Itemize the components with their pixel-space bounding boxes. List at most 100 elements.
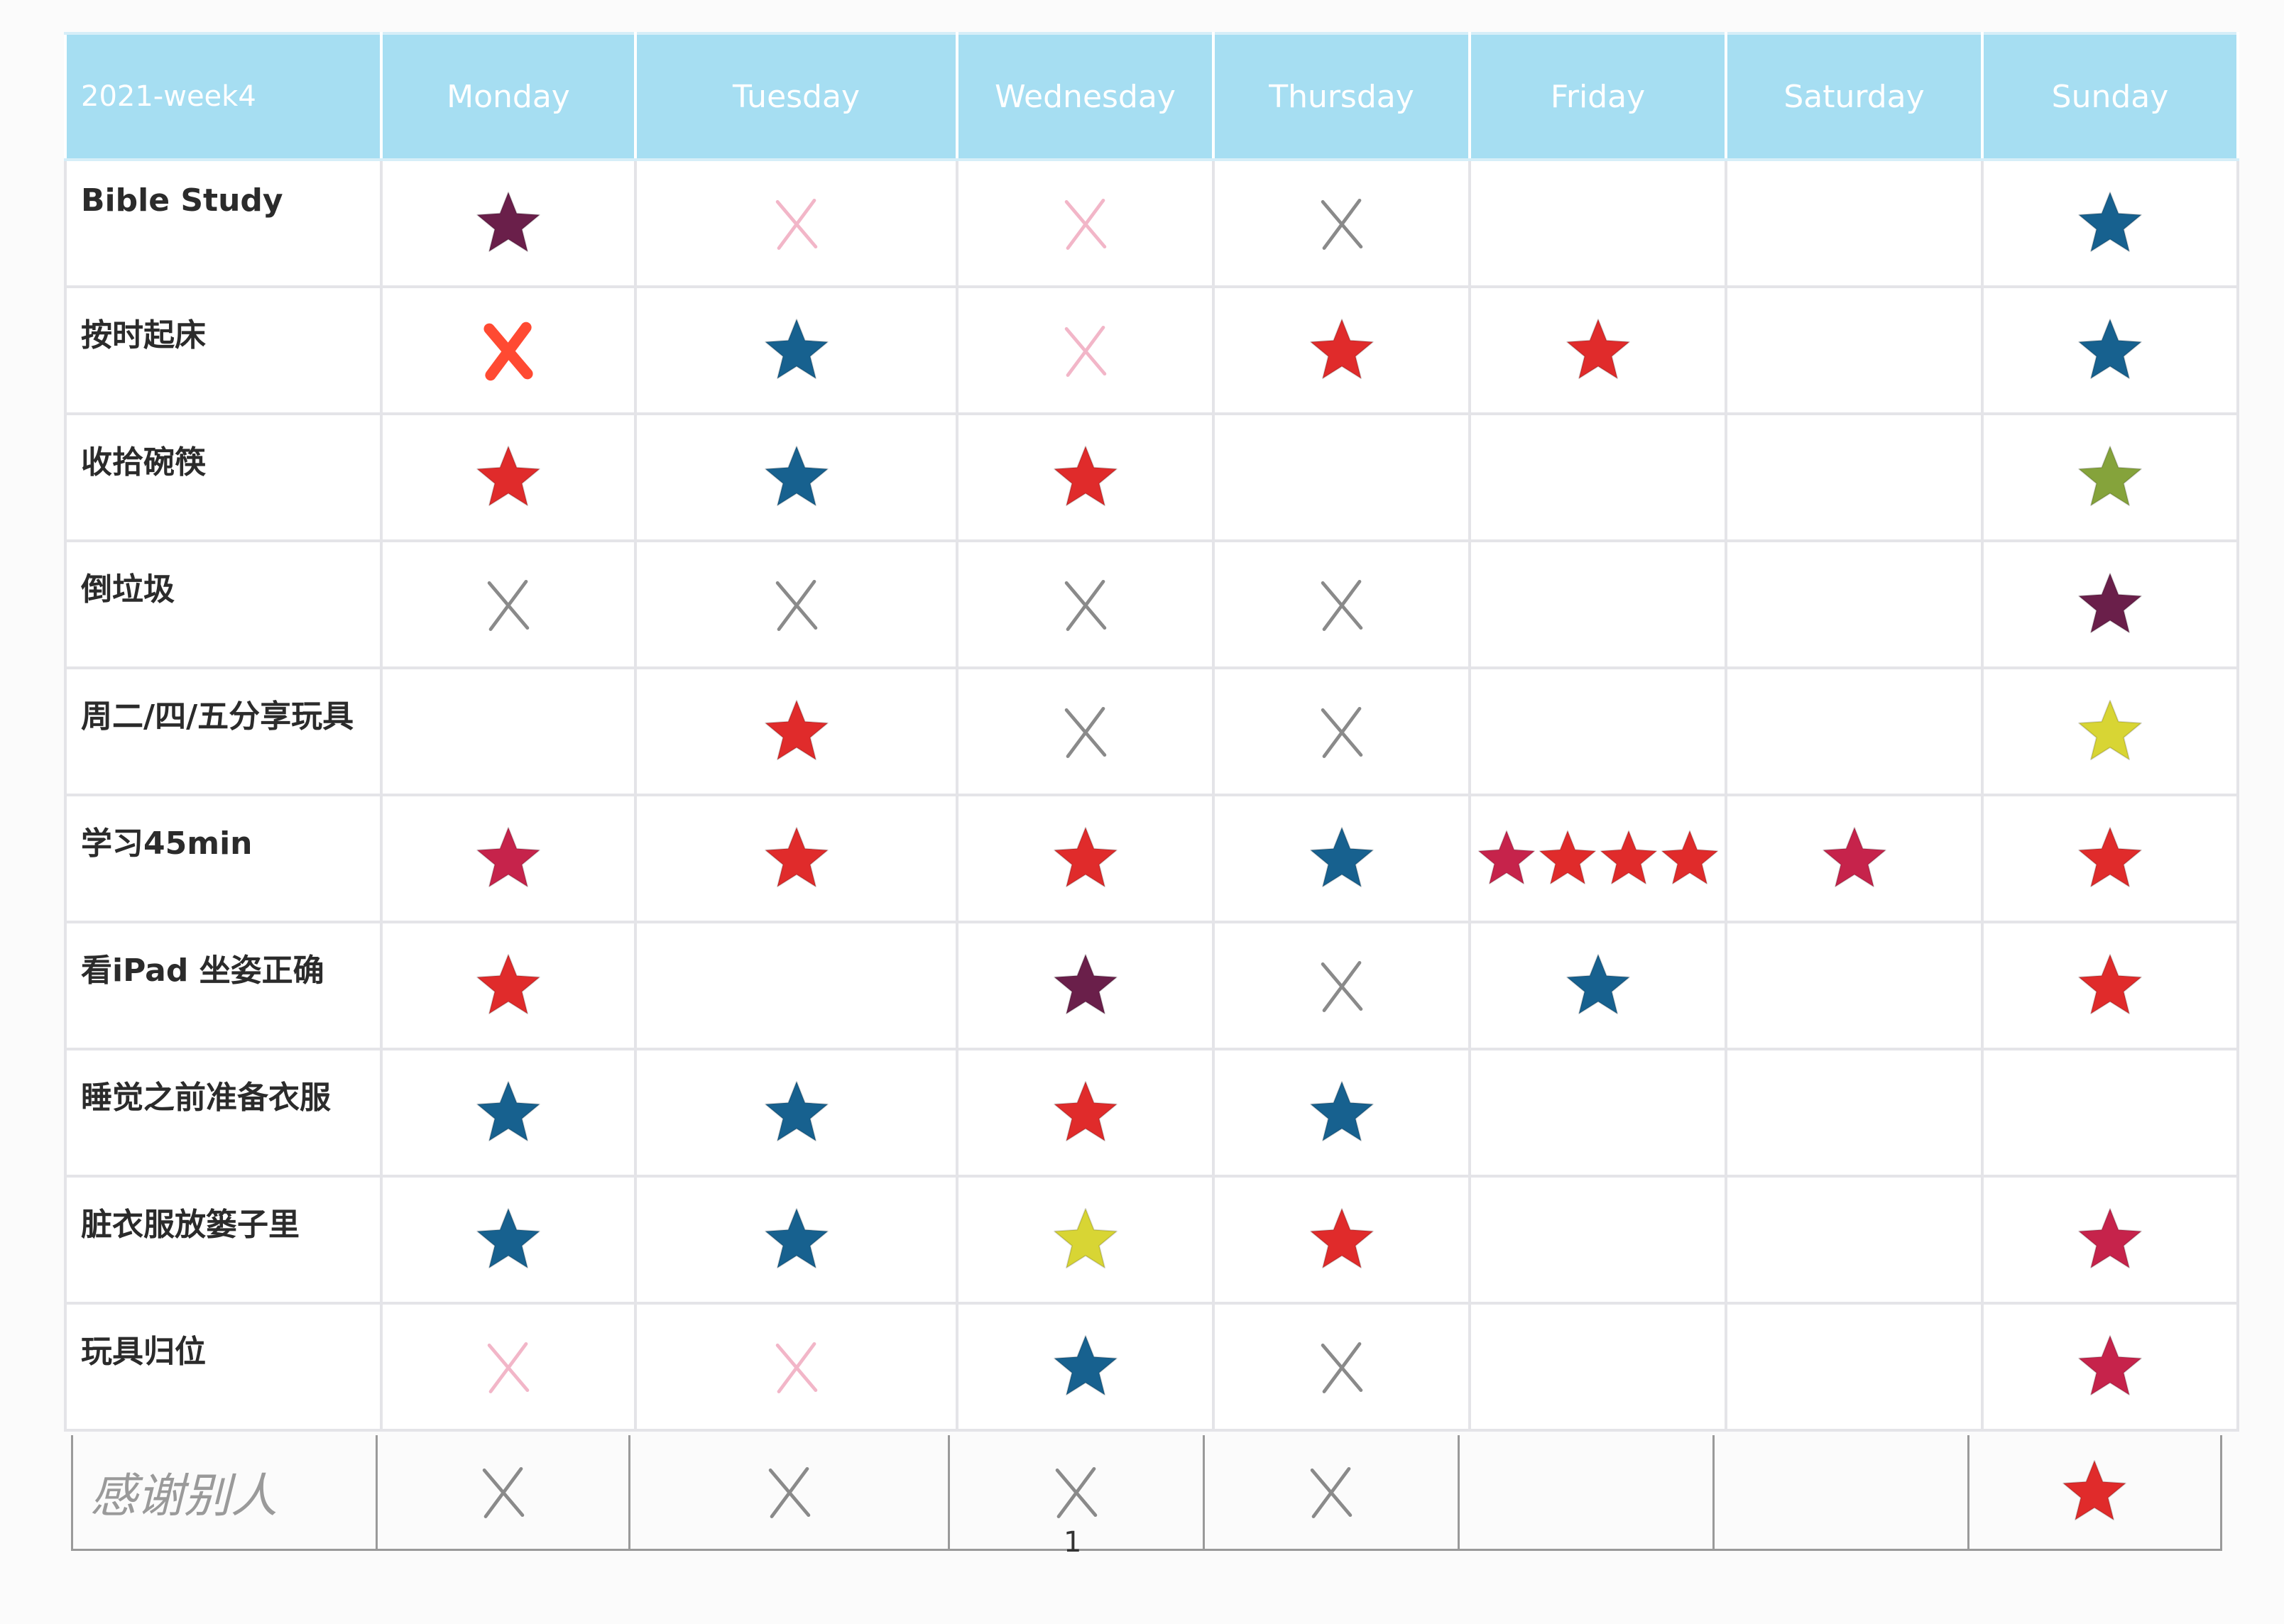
chore-row: Bible Study: [64, 158, 2239, 288]
day-header-wednesday: Wednesday: [956, 32, 1215, 161]
chore-cell-saturday: [1725, 666, 1984, 796]
chore-cell-saturday: [1725, 539, 1984, 669]
pencil-x-mark: [1308, 952, 1376, 1020]
chore-cell-wednesday: [956, 666, 1215, 796]
chore-cell-monday: [380, 1302, 637, 1432]
handwritten-row-label: 感谢别人: [73, 1435, 378, 1549]
chore-cell-sunday: [1981, 794, 2239, 923]
chore-cell-saturday: [1725, 412, 1984, 542]
red-star-sticker: [1051, 444, 1120, 512]
chore-cell-thursday: [1212, 158, 1471, 288]
blue-star-sticker: [474, 1206, 542, 1274]
handwritten-extra-row: 感谢别人: [71, 1435, 2222, 1551]
pencil-x-mark: [1051, 698, 1120, 766]
chore-row: 倒垃圾: [64, 539, 2239, 669]
red-star-sticker: [2076, 825, 2144, 893]
chore-cell-wednesday: [956, 539, 1215, 669]
chore-cell-friday: [1468, 666, 1727, 796]
chore-cell-wednesday: [956, 1302, 1215, 1432]
crimson-star-sticker: [2076, 1206, 2144, 1274]
chore-cell-sunday: [1981, 158, 2239, 288]
chore-label: 按时起床: [64, 285, 383, 415]
day-header-monday: Monday: [380, 32, 637, 161]
chore-cell-monday: [380, 794, 637, 923]
chore-row: 学习45min: [64, 794, 2239, 923]
chore-row: 收拾碗筷: [64, 412, 2239, 542]
pink-x-mark: [474, 1333, 542, 1401]
pink-x-mark: [1051, 190, 1120, 258]
day-header-sunday: Sunday: [1981, 32, 2239, 161]
chore-cell-wednesday: [956, 1048, 1215, 1178]
day-header-thursday: Thursday: [1212, 32, 1471, 161]
chore-cell-wednesday: [956, 158, 1215, 288]
blue-star-sticker: [1564, 952, 1632, 1020]
chore-cell-tuesday: [634, 921, 958, 1050]
chore-cell-tuesday: [634, 1048, 958, 1178]
chore-cell-wednesday: [956, 1175, 1215, 1305]
chore-cell-monday: [380, 1175, 637, 1305]
chore-cell-sunday: [1981, 1175, 2239, 1305]
red-star-sticker: [1659, 828, 1720, 889]
day-header-saturday: Saturday: [1725, 32, 1984, 161]
chore-row: 玩具归位: [64, 1302, 2239, 1432]
pink-x-mark: [1051, 317, 1120, 385]
pencil-x-mark: [1308, 1333, 1376, 1401]
purple-star-sticker: [474, 190, 542, 258]
pencil-x-mark: [763, 571, 831, 639]
chore-cell-tuesday: [634, 285, 958, 415]
chore-cell-tuesday: [634, 1175, 958, 1305]
chore-cell-friday: [1468, 1302, 1727, 1432]
red-star-sticker: [1537, 828, 1598, 889]
blue-star-sticker: [763, 1079, 831, 1147]
chore-cell-tuesday: [634, 1302, 958, 1432]
week-label: 2021-week4: [64, 32, 383, 161]
chore-cell-sunday: [1981, 666, 2239, 796]
chore-row: 脏衣服放篓子里: [64, 1175, 2239, 1305]
chore-cell-thursday: [1212, 794, 1471, 923]
green-star-sticker: [2076, 444, 2144, 512]
pencil-x-mark: [469, 1458, 537, 1526]
chore-cell-thursday: [1212, 412, 1471, 542]
chore-cell-sunday: [1981, 921, 2239, 1050]
chore-cell-thursday: [1212, 285, 1471, 415]
chore-cell-saturday: [1725, 1048, 1984, 1178]
crimson-star-sticker: [1820, 825, 1889, 893]
chore-cell-tuesday: [634, 539, 958, 669]
chore-cell-thursday: [1212, 1175, 1471, 1305]
yellow-star-sticker: [1051, 1206, 1120, 1274]
pencil-x-mark: [1308, 571, 1376, 639]
red-star-sticker: [1051, 1079, 1120, 1147]
chore-cell-friday: [1468, 921, 1727, 1050]
weekly-reward-chart: 2021-week4 Monday Tuesday Wednesday Thursda…: [64, 32, 2239, 1432]
chore-cell-friday: [1468, 412, 1727, 542]
red-star-sticker: [474, 444, 542, 512]
chore-cell-saturday: [1725, 1175, 1984, 1305]
chore-cell-thursday: [1212, 1048, 1471, 1178]
pencil-x-mark: [474, 571, 542, 639]
handwritten-cell-tuesday: [630, 1435, 951, 1549]
handwritten-cell-monday: [378, 1435, 631, 1549]
chore-cell-wednesday: [956, 285, 1215, 415]
red-star-sticker: [474, 952, 542, 1020]
chore-cell-thursday: [1212, 1302, 1471, 1432]
chore-row: 按时起床: [64, 285, 2239, 415]
chore-cell-thursday: [1212, 539, 1471, 669]
chore-cell-sunday: [1981, 412, 2239, 542]
chore-cell-friday: [1468, 285, 1727, 415]
crimson-star-sticker: [1476, 828, 1537, 889]
handwritten-cell-friday: [1460, 1435, 1715, 1549]
handwritten-cell-thursday: [1205, 1435, 1460, 1549]
blue-star-sticker: [1308, 825, 1376, 893]
chore-label: Bible Study: [64, 158, 383, 288]
blue-star-sticker: [763, 1206, 831, 1274]
pencil-x-mark: [1042, 1458, 1110, 1526]
chore-cell-tuesday: [634, 666, 958, 796]
page-number: 1: [1064, 1526, 1082, 1559]
pencil-x-mark: [1297, 1458, 1365, 1526]
chore-cell-wednesday: [956, 412, 1215, 542]
yellow-star-sticker: [2076, 698, 2144, 766]
chore-label: 学习45min: [64, 794, 383, 923]
chores-body: Bible Study 按时起床 收拾碗筷 倒垃圾 周二/四/五分享玩具 学习45min 看…: [64, 158, 2239, 1432]
chore-cell-monday: [380, 412, 637, 542]
crimson-star-sticker: [2076, 1333, 2144, 1401]
